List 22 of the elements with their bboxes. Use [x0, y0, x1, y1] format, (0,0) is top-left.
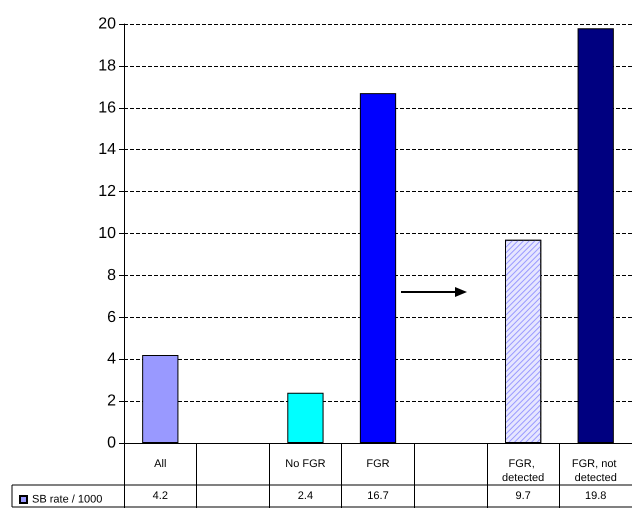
x-tick-label: FGR: [366, 458, 390, 470]
y-tick-label: 18: [98, 57, 116, 74]
y-tick-label: 2: [107, 392, 116, 410]
data-label: 19.8: [585, 490, 606, 502]
data-label: 9.7: [515, 490, 531, 502]
x-tick-label: All: [154, 458, 166, 470]
x-tick-label: FGR, detected: [502, 458, 544, 484]
y-tick-label: 14: [98, 141, 116, 158]
y-tick-label: 16: [98, 99, 116, 116]
y-tick-label: 8: [107, 266, 116, 284]
y-tick-label: 0: [107, 434, 116, 452]
x-tick-label: FGR, not detected: [572, 458, 620, 484]
y-tick-label: 4: [107, 350, 116, 368]
data-label: 2.4: [298, 490, 314, 502]
y-tick-label: 6: [107, 308, 116, 326]
x-tick-label: No FGR: [285, 458, 326, 470]
data-label: 16.7: [367, 490, 389, 502]
data-label: 4.2: [152, 490, 168, 502]
y-tick-label: 20: [98, 16, 116, 32]
legend-label: SB rate / 1000: [32, 494, 102, 506]
y-tick-label: 10: [98, 225, 116, 242]
y-tick-label: 12: [98, 183, 116, 200]
